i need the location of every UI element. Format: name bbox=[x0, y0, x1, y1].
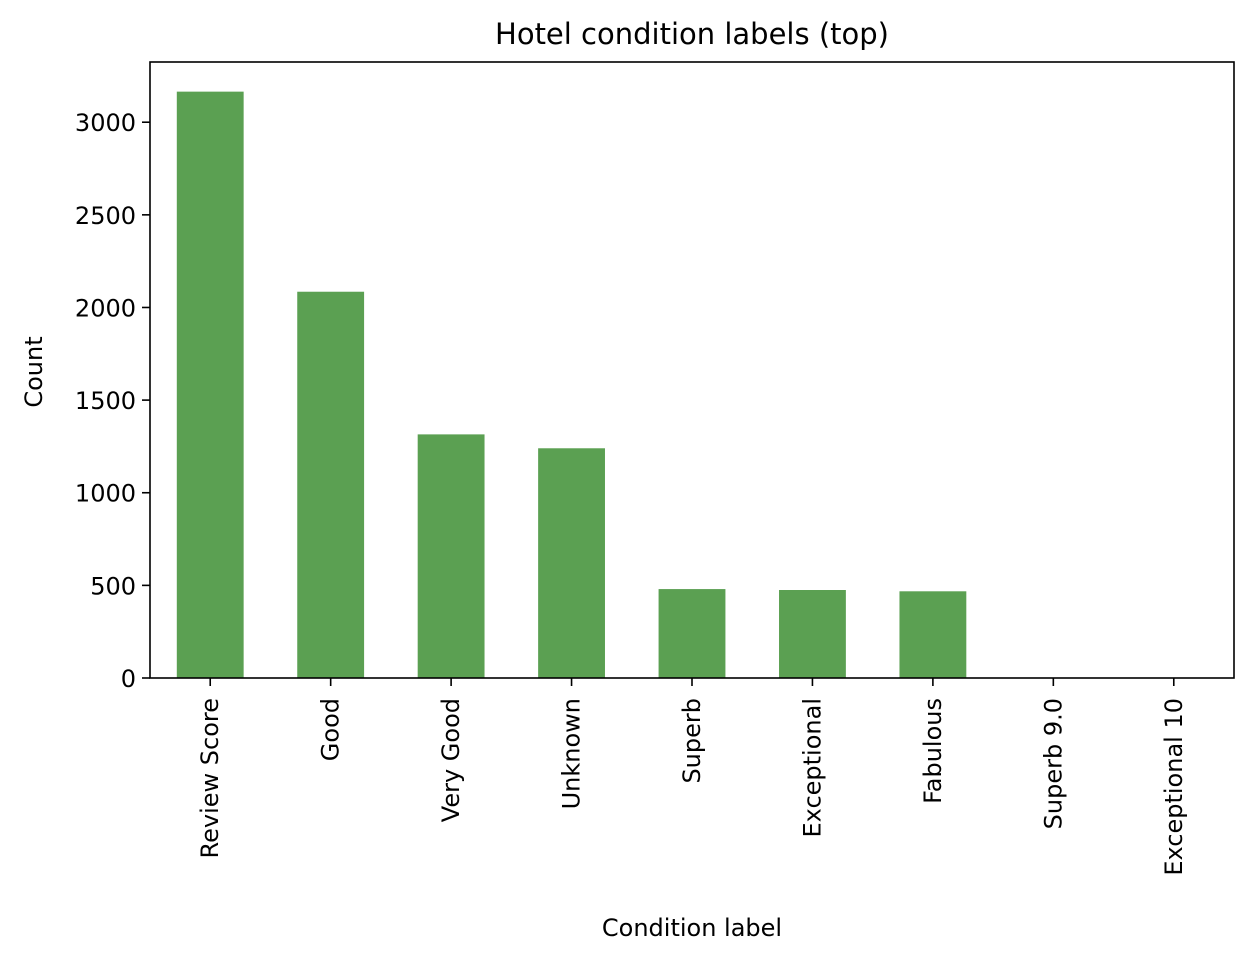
y-tick-label: 0 bbox=[121, 665, 136, 693]
x-tick-label: Exceptional 10 bbox=[1160, 698, 1188, 876]
x-tick-label: Unknown bbox=[558, 698, 586, 809]
y-tick-label: 3000 bbox=[75, 109, 136, 137]
y-axis: 0 500 1000 1500 2000 2500 3000 bbox=[75, 109, 150, 693]
x-tick-label: Review Score bbox=[196, 698, 224, 858]
x-tick-label: Exceptional bbox=[798, 698, 826, 838]
bars-group bbox=[176, 91, 1208, 679]
x-tick-label: Good bbox=[317, 698, 345, 761]
y-tick-label: 2500 bbox=[75, 202, 136, 230]
x-tick-label: Superb bbox=[678, 698, 706, 784]
plot-frame bbox=[149, 61, 1235, 679]
x-axis-label: Condition label bbox=[602, 914, 782, 942]
x-axis: Review Score Good Very Good Unknown Superb Ex… bbox=[196, 678, 1188, 876]
x-tick-label: Very Good bbox=[437, 698, 465, 822]
y-tick-label: 1000 bbox=[75, 480, 136, 508]
bar-unknown bbox=[538, 448, 605, 678]
x-tick-label: Fabulous bbox=[919, 698, 947, 804]
chart-title: Hotel condition labels (top) bbox=[495, 17, 889, 51]
bar-very-good bbox=[417, 434, 485, 678]
x-tick-label: Superb 9.0 bbox=[1039, 698, 1067, 829]
y-tick-label: 1500 bbox=[75, 387, 136, 415]
bar-exceptional bbox=[779, 590, 846, 678]
y-tick-label: 500 bbox=[90, 572, 136, 600]
y-tick-label: 2000 bbox=[75, 294, 136, 322]
bar-superb bbox=[658, 589, 726, 678]
bar-good bbox=[297, 291, 365, 678]
bar-review-score bbox=[176, 91, 244, 679]
y-axis-label: Count bbox=[20, 336, 48, 407]
bar-fabulous bbox=[899, 591, 967, 678]
